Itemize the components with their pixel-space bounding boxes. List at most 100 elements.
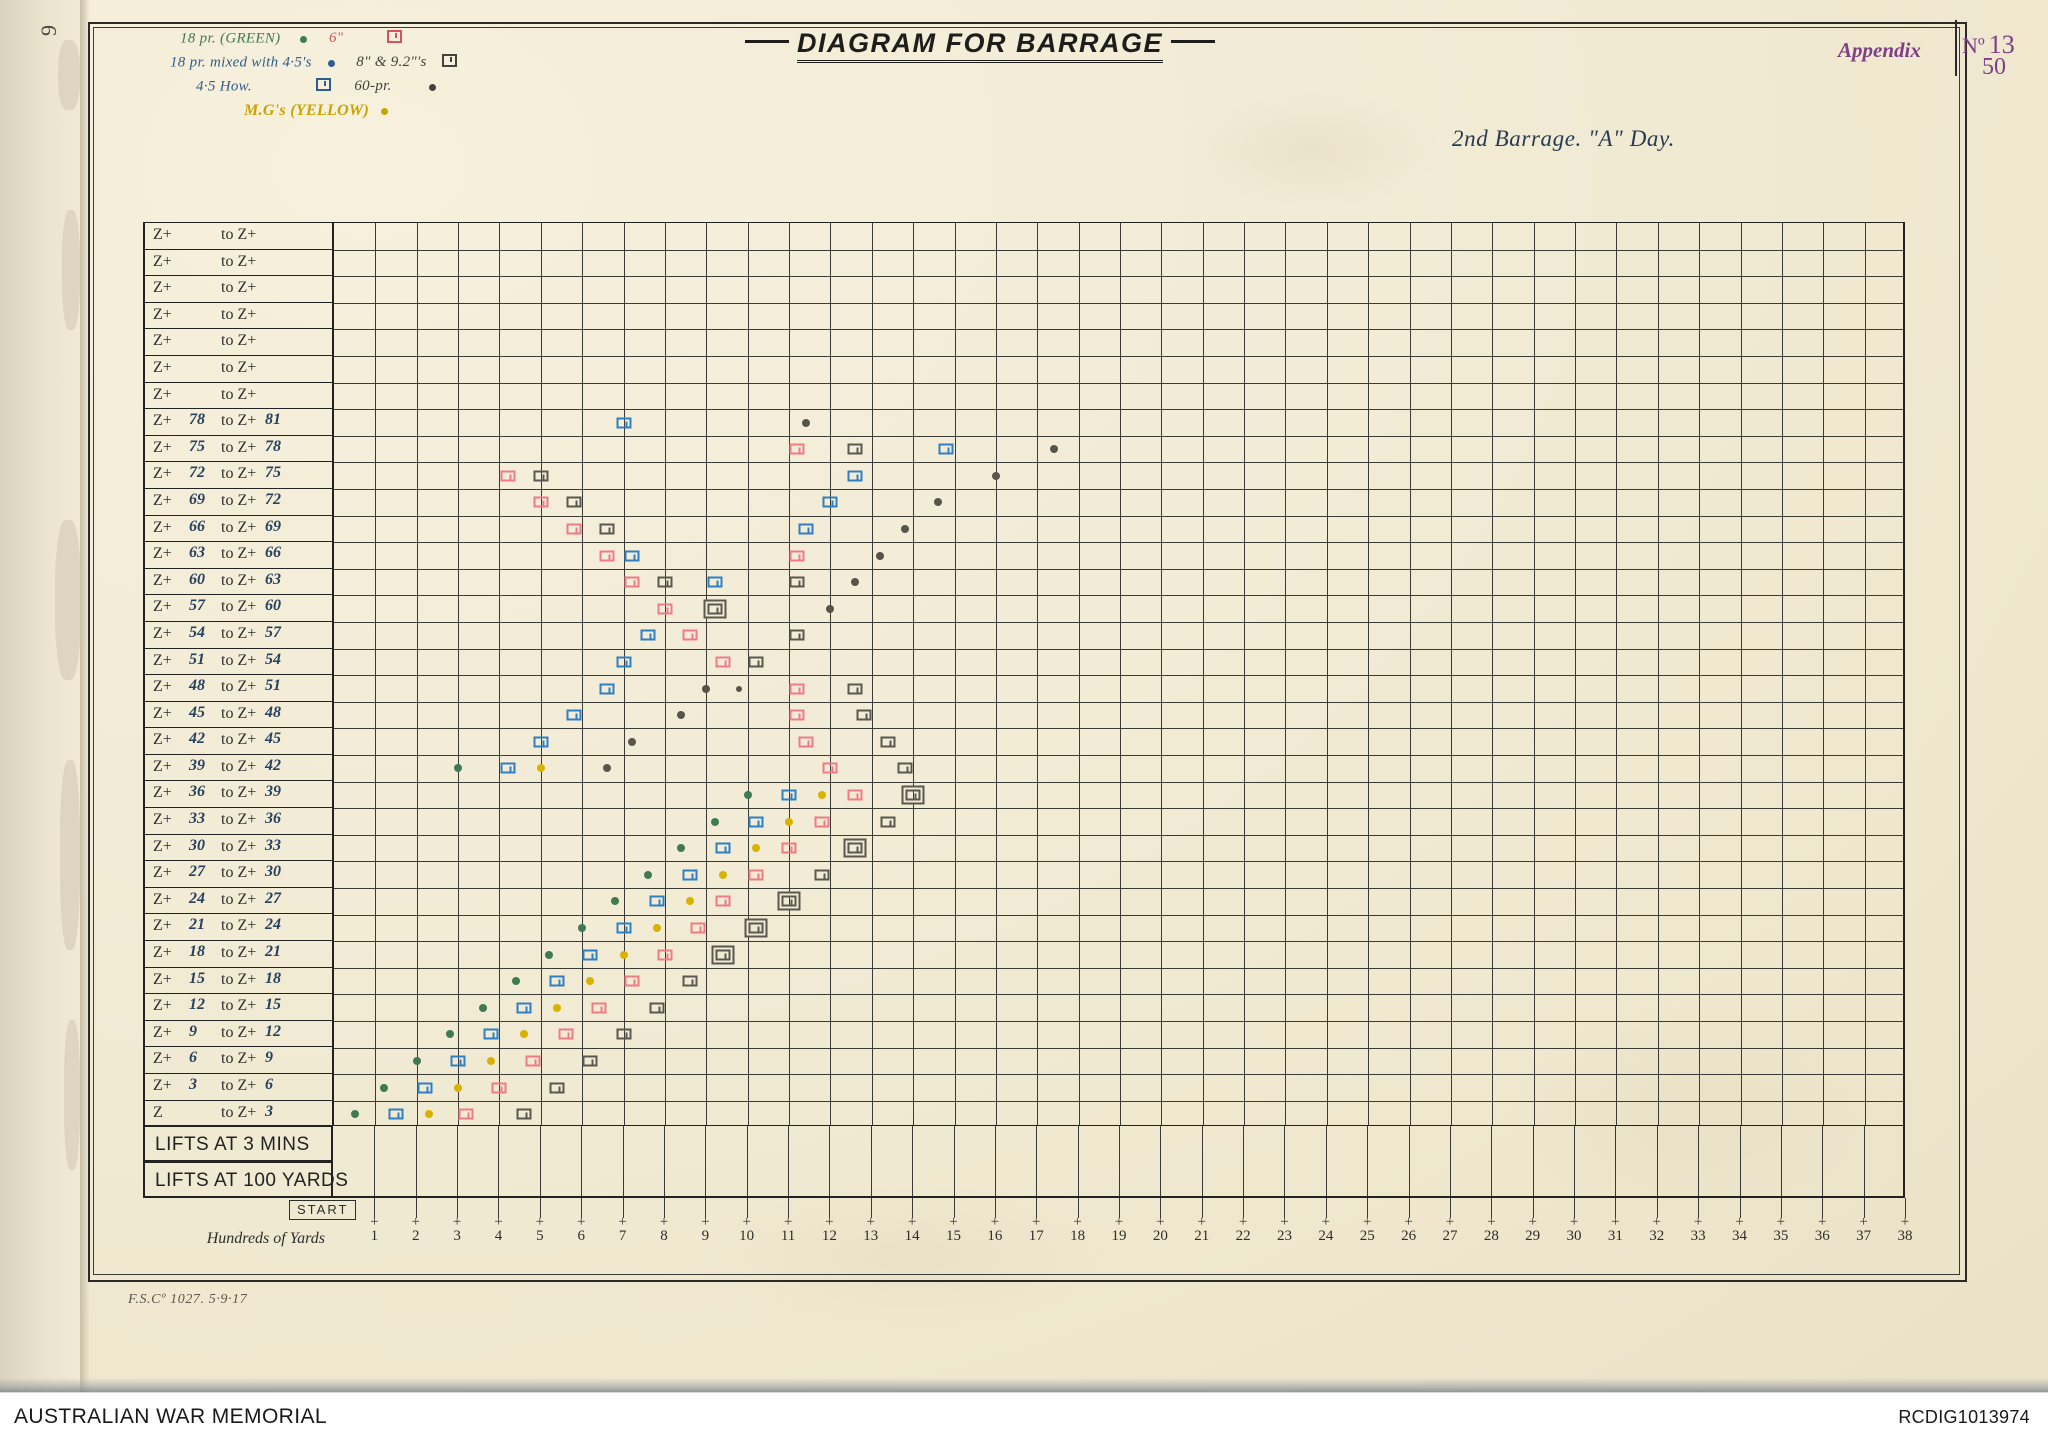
grid-line-vertical xyxy=(789,223,791,1126)
grid-line-vertical xyxy=(1120,223,1121,1126)
grid-line-vertical xyxy=(1740,223,1742,1126)
axis-tick-plus: + xyxy=(1321,1214,1331,1231)
row-label-from: 48 xyxy=(189,677,205,695)
row-label-prefix: Z+ xyxy=(153,811,172,829)
axis-tick-label: 2 xyxy=(411,1228,420,1245)
axis-tick xyxy=(1243,1198,1245,1219)
grid-line-vertical xyxy=(1864,223,1866,1126)
appendix-number-group: Nº 13 xyxy=(1962,30,2015,60)
axis-tick xyxy=(1491,1198,1493,1219)
marker-blue-square xyxy=(549,975,565,987)
grid-line-vertical xyxy=(705,1126,707,1197)
row-label-prefix: Z+ xyxy=(153,332,172,350)
row-label-from: 30 xyxy=(189,836,205,854)
grid-line-vertical xyxy=(1201,1126,1203,1197)
marker-yellow-dot xyxy=(520,1030,529,1039)
axis-tick-label: 13 xyxy=(863,1228,879,1245)
row-label-middle: to Z+ xyxy=(221,731,257,749)
grid-line-vertical xyxy=(539,1126,541,1197)
grid-line-horizontal xyxy=(334,276,1903,278)
barrage-subtitle: 2nd Barrage. "A" Day. xyxy=(1452,126,1675,151)
marker-blue-square xyxy=(624,550,640,561)
axis-tick-plus: + xyxy=(1156,1214,1165,1231)
marker-dark-square xyxy=(599,523,615,535)
axis-tick-plus: + xyxy=(1032,1214,1041,1231)
grid-line-horizontal xyxy=(334,568,1903,570)
grid-line-horizontal xyxy=(334,1021,1903,1022)
document-border-inner xyxy=(93,27,1960,1275)
axis-tick-plus: + xyxy=(1818,1214,1827,1231)
row-label: Z+ 57 to Z+ 60 xyxy=(143,594,333,621)
axis-tick-label: 24 xyxy=(1318,1228,1334,1245)
row-label: Z+ to Z+ xyxy=(143,381,333,409)
scan-shadow xyxy=(0,1378,2048,1392)
row-label-prefix: Z+ xyxy=(153,1023,172,1041)
marker-red-square xyxy=(822,762,838,774)
axis-tick-plus: + xyxy=(907,1214,917,1231)
legend: 18 pr. (GREEN) 6" 18 pr. mixed with 4·5'… xyxy=(170,28,590,119)
row-label-middle: to Z+ xyxy=(221,678,257,696)
row-label-middle: to Z+ xyxy=(221,1050,257,1068)
row-label-from: 15 xyxy=(189,969,205,987)
row-label-prefix: Z+ xyxy=(153,226,172,243)
row-label-prefix: Z+ xyxy=(153,252,172,270)
grid-line-vertical xyxy=(1450,223,1452,1126)
row-label-middle: to Z+ xyxy=(221,1023,257,1041)
row-label: Z+ to Z+ xyxy=(143,301,333,329)
axis-tick xyxy=(994,1198,996,1219)
row-label-to: 39 xyxy=(265,783,281,801)
marker-red-square xyxy=(789,550,805,561)
marker-dark-square xyxy=(748,656,764,668)
axis-tick xyxy=(1160,1198,1162,1219)
axis-tick-plus: + xyxy=(1114,1214,1124,1231)
grid-line-horizontal xyxy=(334,941,1903,943)
marker-blue-square xyxy=(483,1028,499,1040)
axis-tick-label: 29 xyxy=(1525,1228,1541,1245)
marker-red-square xyxy=(558,1028,574,1040)
row-label-to: 30 xyxy=(265,863,281,881)
paper-tear xyxy=(64,1020,80,1170)
row-label: Z+ 72 to Z+ 75 xyxy=(143,461,333,488)
row-label-prefix: Z+ xyxy=(153,917,172,935)
row-label: Z+ to Z+ xyxy=(143,328,333,355)
axis-tick-label: 37 xyxy=(1856,1228,1872,1245)
marker-blue-square xyxy=(781,789,797,801)
grid-line-vertical xyxy=(1325,1126,1327,1197)
axis-tick-plus: + xyxy=(1569,1214,1579,1231)
row-label-prefix: Z+ xyxy=(153,651,172,669)
lifts-grid xyxy=(333,1126,1905,1199)
row-label-prefix: Z+ xyxy=(153,305,172,323)
grid-line-vertical xyxy=(623,223,625,1126)
grid-line-vertical xyxy=(1409,223,1411,1126)
axis-tick-plus: + xyxy=(1900,1214,1910,1231)
row-label: Z+ 6 to Z+ 9 xyxy=(143,1046,333,1073)
grid-line-vertical xyxy=(1368,223,1370,1126)
marker-red-square xyxy=(525,1055,541,1067)
marker-blue-square xyxy=(599,683,615,694)
row-label-from: 33 xyxy=(189,810,205,828)
row-label-from: 21 xyxy=(189,916,205,934)
row-label-middle: to Z+ xyxy=(221,412,257,430)
axis-tick-label: 9 xyxy=(701,1228,710,1245)
grid-line-vertical xyxy=(1243,1126,1245,1197)
axis-tick xyxy=(1739,1198,1741,1219)
marker-dark-square xyxy=(789,576,805,588)
row-label-from: 36 xyxy=(189,783,205,801)
axis-tick xyxy=(870,1198,872,1219)
row-label-middle: to Z+ xyxy=(221,438,257,456)
grid-line-vertical xyxy=(1822,1126,1824,1197)
axis-tick-plus: + xyxy=(1735,1214,1744,1231)
grid-line-horizontal xyxy=(334,489,1903,490)
grid-line-horizontal xyxy=(334,701,1903,703)
axis-tick-label: 28 xyxy=(1483,1228,1499,1245)
marker-dark-square xyxy=(814,869,830,881)
grid-line-vertical xyxy=(1326,223,1328,1126)
institution-name: AUSTRALIAN WAR MEMORIAL xyxy=(14,1405,327,1428)
axis-tick-label: 30 xyxy=(1566,1228,1582,1245)
axis-tick-plus: + xyxy=(1611,1214,1620,1231)
row-label-middle: to Z+ xyxy=(221,305,257,323)
axis-tick xyxy=(953,1198,955,1219)
start-marker: START xyxy=(289,1200,357,1221)
row-label-from: 42 xyxy=(189,730,205,748)
row-label-middle: to Z+ xyxy=(221,837,257,855)
